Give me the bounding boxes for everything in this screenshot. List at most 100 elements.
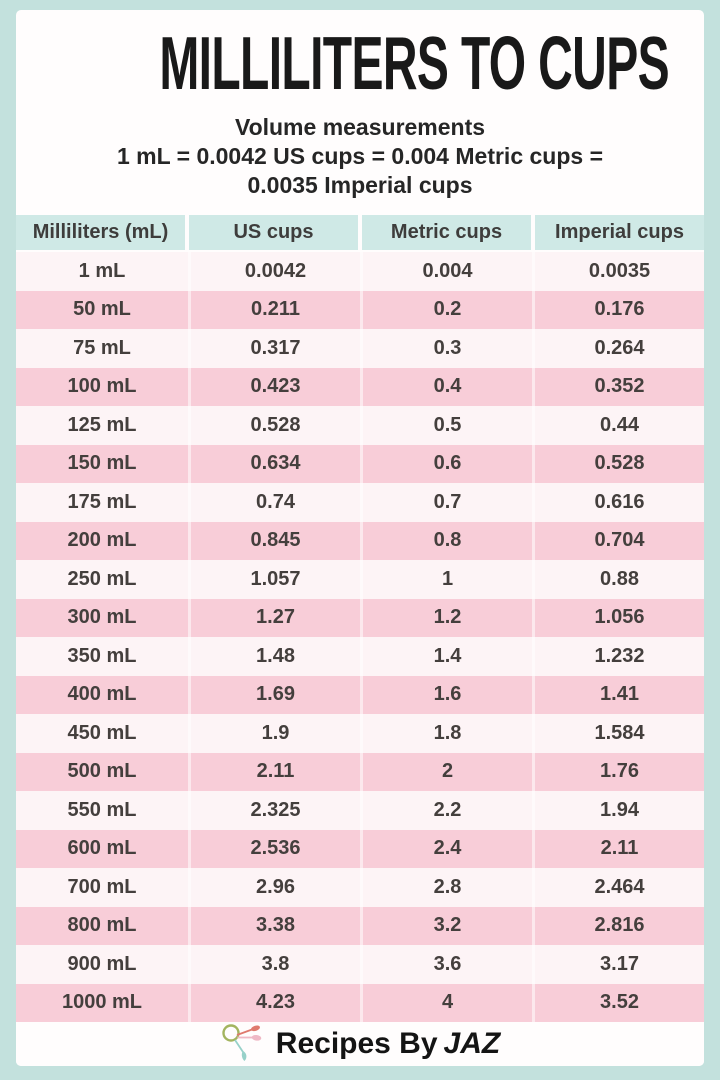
table-cell-milliliters: 100 mL (67, 375, 137, 398)
table-cell-us-cups: 3.38 (188, 906, 360, 945)
table-row: 75 mL 0.317 0.3 0.264 (16, 329, 704, 368)
table-cell-milliliters: 200 mL (67, 529, 137, 552)
table-cell-imperial-cups: 2.816 (532, 906, 704, 945)
table-cell-imperial-cups: 1.584 (532, 714, 704, 753)
table-cell-milliliters: 50 mL (73, 298, 131, 321)
table-cell-milliliters: 700 mL (67, 875, 137, 898)
table-row: 125 mL 0.528 0.5 0.44 (16, 406, 704, 445)
table-cell-metric-cups: 1 (360, 560, 532, 599)
content-card: MILLILITERS TO CUPS Volume measurements … (16, 10, 704, 1066)
table-cell-imperial-cups: 1.94 (532, 791, 704, 830)
table-cell-imperial-cups: 1.056 (532, 598, 704, 637)
table-cell-imperial-cups: 3.17 (532, 945, 704, 984)
table-cell-metric-cups: 0.004 (360, 252, 532, 291)
table-cell-imperial-cups: 0.176 (532, 290, 704, 329)
table-row: 800 mL 3.38 3.2 2.816 (16, 906, 704, 945)
table-cell-imperial-cups: 2.11 (532, 829, 704, 868)
table-cell-metric-cups: 2.4 (360, 829, 532, 868)
table-cell-us-cups: 1.27 (188, 598, 360, 637)
table-cell-us-cups: 0.423 (188, 367, 360, 406)
table-cell-metric-cups: 2.8 (360, 868, 532, 907)
table-cell-us-cups: 1.69 (188, 675, 360, 714)
table-cell-milliliters: 500 mL (67, 760, 137, 783)
table-cell-milliliters: 125 mL (67, 413, 137, 436)
table-cell-metric-cups: 0.6 (360, 444, 532, 483)
table-cell-milliliters: 400 mL (67, 683, 137, 706)
table-cell-metric-cups: 4 (360, 983, 532, 1022)
conversion-table-body: 1 mL 0.0042 0.004 0.0035 50 mL 0.211 0.2… (16, 252, 704, 1022)
table-row: 350 mL 1.48 1.4 1.232 (16, 637, 704, 676)
header-cell-milliliters: Milliliters (mL) (16, 215, 185, 250)
table-cell-metric-cups: 0.3 (360, 329, 532, 368)
table-cell-metric-cups: 2 (360, 752, 532, 791)
measuring-spoons-icon (222, 1024, 262, 1061)
table-row: 300 mL 1.27 1.2 1.056 (16, 598, 704, 637)
table-cell-milliliters: 350 mL (67, 644, 137, 667)
table-cell-us-cups: 2.536 (188, 829, 360, 868)
table-cell-metric-cups: 1.4 (360, 637, 532, 676)
table-cell-metric-cups: 0.4 (360, 367, 532, 406)
table-row: 600 mL 2.536 2.4 2.11 (16, 829, 704, 868)
title-wrap: MILLILITERS TO CUPS (16, 26, 704, 102)
table-cell-metric-cups: 3.6 (360, 945, 532, 984)
table-cell-imperial-cups: 1.41 (532, 675, 704, 714)
header-cell-us-cups: US cups (189, 215, 358, 250)
table-cell-milliliters: 1 mL (78, 259, 126, 282)
table-cell-imperial-cups: 1.76 (532, 752, 704, 791)
table-cell-us-cups: 3.8 (188, 945, 360, 984)
table-cell-imperial-cups: 0.0035 (532, 252, 704, 291)
table-row: 900 mL 3.8 3.6 3.17 (16, 945, 704, 984)
table-row: 500 mL 2.11 2 1.76 (16, 752, 704, 791)
table-cell-us-cups: 0.634 (188, 444, 360, 483)
subtitle: Volume measurements (234, 114, 486, 140)
table-cell-us-cups: 1.9 (188, 714, 360, 753)
table-cell-milliliters: 1000 mL (61, 991, 143, 1014)
header-cell-imperial-cups: Imperial cups (535, 215, 704, 250)
table-row: 100 mL 0.423 0.4 0.352 (16, 367, 704, 406)
table-cell-us-cups: 1.48 (188, 637, 360, 676)
table-cell-metric-cups: 1.6 (360, 675, 532, 714)
conversion-line-1: 1 mL = 0.0042 US cups = 0.004 Metric cup… (116, 143, 604, 169)
table-cell-us-cups: 0.211 (188, 290, 360, 329)
table-cell-milliliters: 450 mL (67, 721, 137, 744)
table-row: 450 mL 1.9 1.8 1.584 (16, 714, 704, 753)
table-row: 200 mL 0.845 0.8 0.704 (16, 521, 704, 560)
page-title: MILLILITERS TO CUPS (159, 21, 669, 106)
table-row: 50 mL 0.211 0.2 0.176 (16, 290, 704, 329)
table-cell-milliliters: 250 mL (67, 567, 137, 590)
table-cell-metric-cups: 0.8 (360, 521, 532, 560)
table-row: 175 mL 0.74 0.7 0.616 (16, 483, 704, 522)
table-cell-us-cups: 0.74 (188, 483, 360, 522)
table-cell-metric-cups: 3.2 (360, 906, 532, 945)
table-cell-imperial-cups: 0.616 (532, 483, 704, 522)
table-row: 1000 mL 4.23 4 3.52 (16, 983, 704, 1022)
table-cell-us-cups: 0.317 (188, 329, 360, 368)
header-cell-metric-cups: Metric cups (362, 215, 531, 250)
table-cell-us-cups: 2.11 (188, 752, 360, 791)
table-row: 400 mL 1.69 1.6 1.41 (16, 675, 704, 714)
table-cell-imperial-cups: 0.528 (532, 444, 704, 483)
table-cell-metric-cups: 0.2 (360, 290, 532, 329)
table-cell-imperial-cups: 0.88 (532, 560, 704, 599)
table-cell-us-cups: 0.845 (188, 521, 360, 560)
table-cell-milliliters: 550 mL (67, 798, 137, 821)
table-cell-imperial-cups: 0.352 (532, 367, 704, 406)
table-cell-metric-cups: 1.2 (360, 598, 532, 637)
footer: Recipes By JAZ (16, 1022, 704, 1066)
table-cell-us-cups: 2.325 (188, 791, 360, 830)
table-cell-milliliters: 600 mL (67, 837, 137, 860)
table-cell-metric-cups: 1.8 (360, 714, 532, 753)
brand-text: Recipes By JAZ (276, 1027, 500, 1061)
table-cell-milliliters: 175 mL (67, 490, 137, 513)
table-row: 250 mL 1.057 1 0.88 (16, 560, 704, 599)
table-cell-milliliters: 800 mL (67, 914, 137, 937)
table-cell-us-cups: 2.96 (188, 868, 360, 907)
table-cell-milliliters: 150 mL (67, 452, 137, 475)
table-cell-imperial-cups: 1.232 (532, 637, 704, 676)
table-cell-metric-cups: 0.7 (360, 483, 532, 522)
conversion-line-2: 0.0035 Imperial cups (247, 172, 473, 198)
table-cell-imperial-cups: 0.264 (532, 329, 704, 368)
table-row: 150 mL 0.634 0.6 0.528 (16, 444, 704, 483)
table-cell-us-cups: 0.0042 (188, 252, 360, 291)
